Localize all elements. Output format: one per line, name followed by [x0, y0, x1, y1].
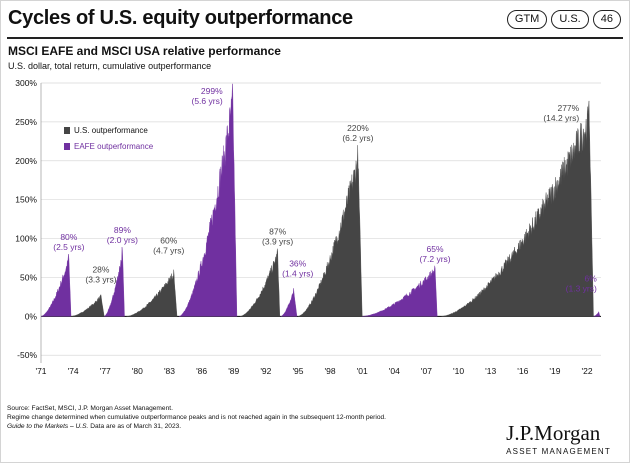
legend-swatch — [64, 143, 70, 150]
x-tick-label: '16 — [517, 366, 528, 376]
peak-value-label: 65% — [427, 244, 444, 254]
peak-value-label: 80% — [60, 232, 77, 242]
x-tick-label: '83 — [164, 366, 175, 376]
us-cycle-area — [126, 269, 178, 317]
guide-name: Guide to the Markets – U.S. — [7, 423, 89, 430]
footnotes: Source: FactSet, MSCI, J.P. Morgan Asset… — [7, 404, 517, 431]
x-tick-label: '71 — [35, 366, 46, 376]
x-tick-label: '01 — [357, 366, 368, 376]
eafe-cycle-area — [593, 311, 601, 317]
peak-duration-label: (2.0 yrs) — [107, 235, 138, 245]
x-tick-label: '77 — [100, 366, 111, 376]
x-tick-label: '98 — [325, 366, 336, 376]
relative-performance-chart: -50% 0% 50% 100% 150% 200% 250% 300% '71 '74 '77 '8… — [15, 78, 601, 376]
x-tick-label: '95 — [292, 366, 303, 376]
y-tick-label: 100% — [15, 234, 37, 244]
y-tick-label: 150% — [15, 195, 37, 205]
x-tick-label: '89 — [228, 366, 239, 376]
page-title: Cycles of U.S. equity outperformance — [8, 7, 353, 29]
jpmorgan-logo: J.P.Morgan ASSET MANAGEMENT — [506, 421, 611, 456]
us-cycle-area — [240, 248, 281, 317]
peak-value-label: 89% — [114, 225, 131, 235]
logo-wordmark: J.P.Morgan — [506, 421, 601, 445]
us-cycle-area — [71, 294, 105, 317]
logo-division: ASSET MANAGEMENT — [506, 447, 611, 456]
peak-duration-label: (3.9 yrs) — [262, 237, 293, 247]
peak-duration-label: (3.3 yrs) — [85, 275, 116, 285]
y-tick-label: 200% — [15, 156, 37, 166]
source-note: Source: FactSet, MSCI, J.P. Morgan Asset… — [7, 405, 173, 412]
us-cycle-area — [441, 100, 594, 317]
peak-duration-label: (1.3 yrs) — [566, 284, 597, 294]
x-tick-label: '80 — [132, 366, 143, 376]
legend-swatch — [64, 127, 70, 134]
peak-duration-label: (1.4 yrs) — [282, 268, 313, 278]
y-tick-label: 0% — [25, 311, 38, 321]
eafe-cycle-area — [280, 288, 298, 317]
x-tick-label: '13 — [485, 366, 496, 376]
data-date: Data are as of March 31, 2023. — [88, 423, 182, 430]
x-tick-label: '19 — [549, 366, 560, 376]
x-tick-label: '74 — [68, 366, 79, 376]
x-tick-label: '86 — [196, 366, 207, 376]
x-tick-label: '04 — [389, 366, 400, 376]
eafe-cycle-area — [179, 83, 238, 317]
peak-value-label: 28% — [92, 265, 109, 275]
peak-value-label: 87% — [269, 227, 286, 237]
peak-value-label: 277% — [557, 103, 579, 113]
peak-duration-label: (2.5 yrs) — [53, 242, 84, 252]
title-rule — [7, 37, 623, 39]
tag-page-number: 46 — [592, 10, 621, 29]
tag-gtm: GTM — [506, 10, 548, 29]
tag-us: U.S. — [551, 10, 589, 29]
peak-value-label: 6% — [585, 274, 598, 284]
y-tick-label: -50% — [17, 350, 37, 360]
peak-value-label: 220% — [347, 123, 369, 133]
peak-value-label: 60% — [160, 236, 177, 246]
peak-duration-label: (6.2 yrs) — [342, 133, 373, 143]
us-cycle-area — [298, 145, 363, 317]
chart-subtitle: U.S. dollar, total return, cumulative ou… — [8, 61, 212, 71]
legend-label: U.S. outperformance — [74, 126, 148, 135]
x-tick-label: '10 — [453, 366, 464, 376]
chart-title: MSCI EAFE and MSCI USA relative performa… — [8, 44, 281, 58]
x-tick-label: '22 — [582, 366, 593, 376]
peak-duration-label: (4.7 yrs) — [153, 246, 184, 256]
peak-duration-label: (14.2 yrs) — [543, 113, 579, 123]
y-tick-label: 300% — [15, 78, 37, 88]
peak-duration-label: (5.6 yrs) — [191, 96, 222, 106]
peak-duration-label: (7.2 yrs) — [419, 254, 450, 264]
y-tick-label: 250% — [15, 117, 37, 127]
y-tick-label: 50% — [20, 272, 37, 282]
eafe-cycle-area — [41, 254, 72, 317]
peak-value-label: 36% — [289, 258, 306, 268]
regime-note: Regime change determined when cumulative… — [7, 414, 387, 421]
eafe-cycle-area — [104, 247, 125, 317]
header-tags: GTM U.S. 46 — [506, 10, 621, 29]
peak-value-label: 299% — [201, 86, 223, 96]
data-date-note: Guide to the Markets – U.S. Data are as … — [7, 422, 517, 431]
eafe-cycle-area — [362, 265, 438, 317]
x-tick-label: '92 — [260, 366, 271, 376]
legend-label: EAFE outperformance — [74, 142, 154, 151]
x-tick-label: '07 — [421, 366, 432, 376]
